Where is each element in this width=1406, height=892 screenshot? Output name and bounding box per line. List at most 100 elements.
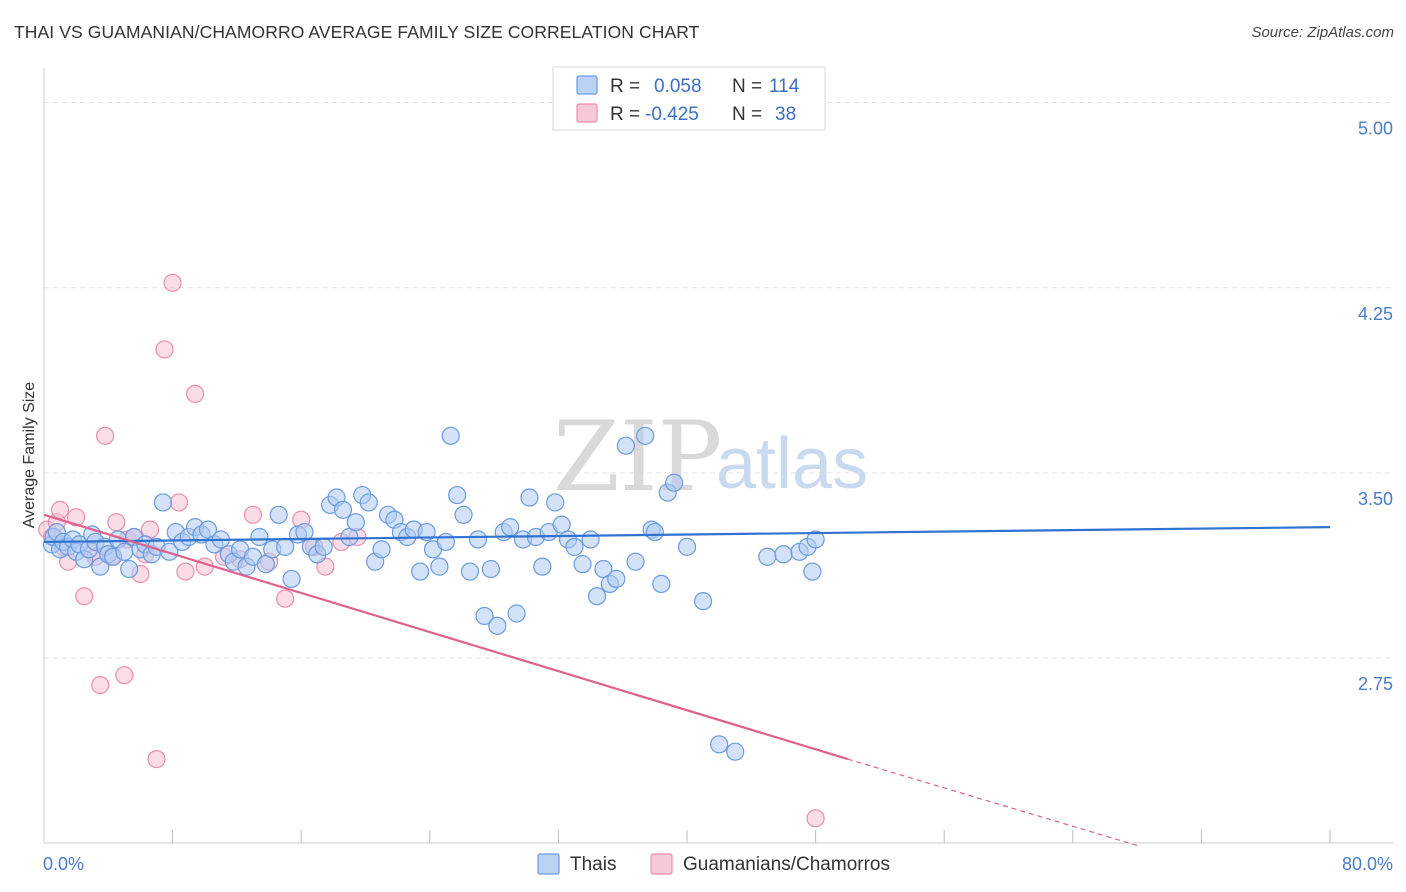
thai-point — [520, 488, 539, 507]
x-tick-label-max: 80.0% — [1342, 854, 1393, 874]
thai-n-value: 114 — [769, 76, 800, 97]
guamanians-legend-swatch — [650, 853, 673, 875]
thai-point — [436, 532, 455, 552]
watermark-zip: ZIP — [553, 401, 722, 513]
thai-point — [120, 559, 139, 579]
thai-points — [42, 426, 825, 761]
guam-n-label: N = — [732, 104, 762, 125]
thai-point — [636, 426, 655, 445]
thai-point — [441, 426, 460, 445]
thai-point — [774, 545, 793, 564]
series-legend: Thais Guamanians/Chamorros — [537, 853, 890, 875]
thai-point — [269, 505, 288, 524]
guamanian-point — [155, 340, 174, 359]
thai-point — [501, 518, 520, 537]
thai-r-value: 0.058 — [654, 76, 702, 97]
guamanian-point — [75, 587, 94, 606]
guamanian-point — [243, 505, 263, 524]
thai-point — [665, 473, 684, 492]
guamanian-point — [95, 426, 115, 445]
guam-n-value: 38 — [775, 104, 796, 125]
thai-point — [581, 530, 600, 549]
guam-r-value: -0.425 — [645, 104, 699, 125]
y-axis-label: Average Family Size — [21, 382, 38, 529]
guam-legend-swatch — [576, 103, 598, 123]
guamanian-point — [67, 508, 86, 527]
thai-point — [677, 537, 697, 556]
y-tick-label: 2.75 — [1358, 674, 1393, 694]
thai-point — [626, 552, 645, 571]
thai-point — [488, 616, 507, 635]
thai-point — [565, 537, 584, 556]
thai-point — [533, 557, 552, 576]
thai-point — [710, 735, 729, 754]
stats-legend-box — [552, 66, 826, 131]
thai-point — [587, 587, 607, 606]
guamanian-point — [147, 749, 166, 769]
guamanian-point — [276, 589, 295, 608]
thai-point — [314, 537, 333, 556]
thai-point — [693, 592, 713, 611]
thai-point — [346, 513, 365, 532]
thai-point — [546, 493, 565, 512]
thai-point — [758, 547, 777, 566]
thai-point — [454, 505, 473, 524]
guamanian-point — [115, 666, 134, 685]
thai-point — [645, 522, 664, 542]
guamanian-point — [176, 562, 195, 581]
thai-point — [806, 530, 825, 549]
guam-trend-extension — [847, 758, 1138, 847]
guamanian-point — [50, 500, 70, 519]
thai-point — [282, 569, 301, 589]
y-axis-tick-labels: 2.75 3.50 4.25 5.00 — [1358, 119, 1393, 694]
thai-point — [652, 574, 671, 593]
thai-point — [153, 493, 173, 512]
thai-point — [460, 562, 480, 581]
thais-legend-label: Thais — [570, 854, 616, 875]
thai-point — [417, 522, 436, 542]
guam-r-label: R = — [610, 104, 640, 125]
thai-point — [573, 555, 592, 574]
thai-trend-line — [43, 526, 1331, 544]
guamanian-point — [163, 273, 182, 292]
thai-point — [276, 537, 295, 556]
guamanian-point — [107, 513, 126, 532]
guamanian-point — [169, 493, 189, 512]
thai-point — [115, 542, 134, 561]
thai-point — [333, 500, 353, 519]
thai-point — [372, 540, 391, 559]
guamanian-point — [186, 384, 205, 403]
thai-point — [468, 530, 488, 549]
y-tick-label: 3.50 — [1358, 489, 1393, 509]
thai-point — [507, 604, 526, 623]
thai-point — [481, 559, 500, 579]
chart-title: THAI VS GUAMANIAN/CHAMORRO AVERAGE FAMIL… — [14, 22, 700, 42]
thai-point — [726, 742, 745, 761]
trend-lines — [43, 513, 1331, 847]
thai-point — [250, 527, 269, 547]
y-tick-label: 4.25 — [1358, 304, 1393, 324]
thai-point — [430, 557, 449, 576]
guamanians-legend-label: Guamanians/Chamorros — [683, 854, 890, 875]
thai-point — [475, 606, 494, 626]
guam-trend-line — [43, 513, 849, 761]
guamanian-point — [91, 675, 110, 695]
thai-point — [616, 436, 636, 455]
thai-legend-swatch — [576, 75, 598, 95]
thai-point — [411, 562, 430, 581]
thais-legend-swatch — [537, 853, 560, 875]
thai-point — [359, 493, 378, 512]
guamanian-point — [806, 809, 825, 828]
thai-point — [803, 562, 822, 581]
thai-point — [448, 485, 467, 505]
thai-n-label: N = — [732, 76, 762, 97]
x-tick-label-min: 0.0% — [43, 854, 84, 874]
y-tick-label: 5.00 — [1358, 119, 1393, 139]
stats-legend: R = 0.058 N = 114 R = -0.425 N = 38 — [552, 66, 826, 131]
x-axis-ticks — [172, 830, 1331, 843]
thai-point — [607, 569, 626, 589]
guamanian-point — [195, 557, 214, 576]
thai-r-label: R = — [610, 76, 640, 97]
source-label: Source: ZipAtlas.com — [1251, 24, 1394, 41]
